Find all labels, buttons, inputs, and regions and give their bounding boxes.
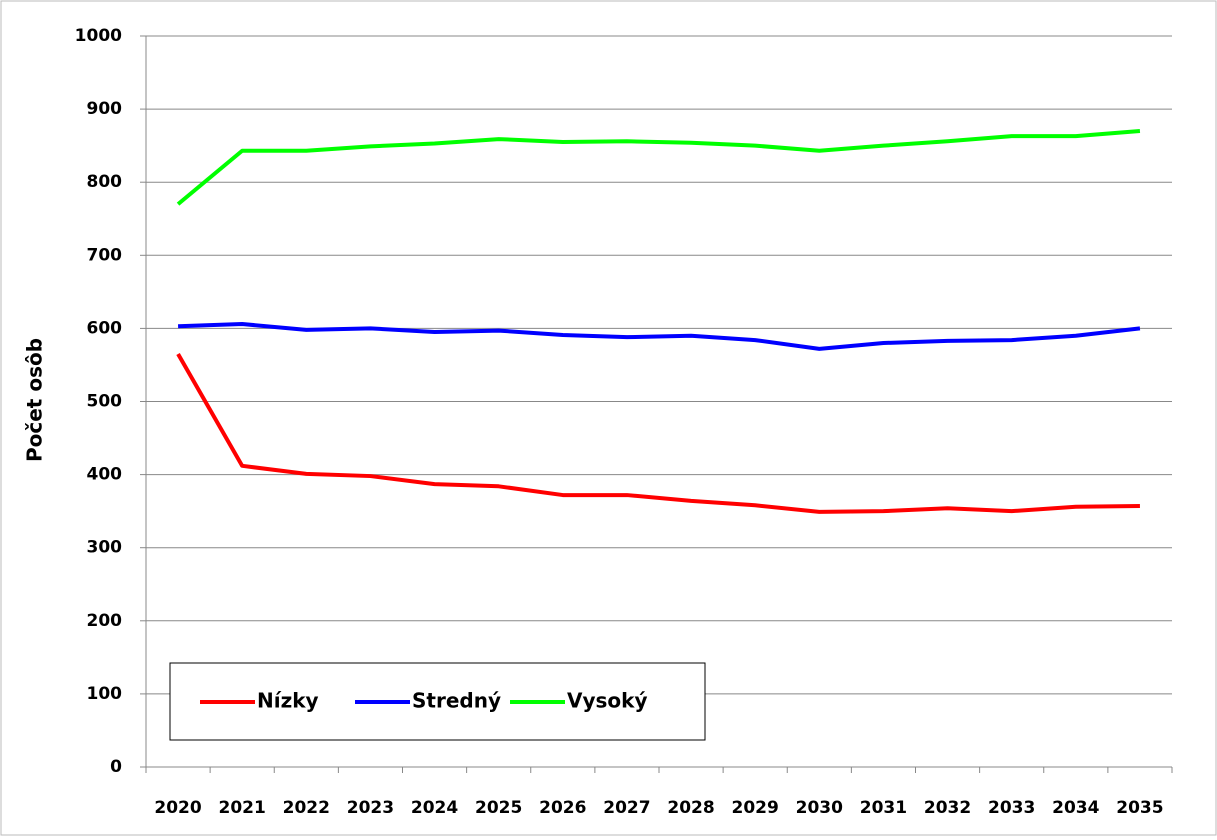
y-tick-label: 300 xyxy=(87,538,123,558)
y-tick-label: 900 xyxy=(87,99,123,119)
x-tick-label: 2026 xyxy=(539,798,586,818)
x-tick-label: 2033 xyxy=(988,798,1035,818)
legend-label: Stredný xyxy=(412,689,501,713)
x-tick-label: 2030 xyxy=(796,798,843,818)
x-tick-label: 2022 xyxy=(283,798,330,818)
line-series xyxy=(177,322,1141,351)
y-tick-label: 700 xyxy=(87,245,123,265)
y-tick-label: 800 xyxy=(87,172,123,192)
x-tick-label: 2032 xyxy=(924,798,971,818)
legend-label: Nízky xyxy=(257,689,319,713)
x-tick-label: 2028 xyxy=(667,798,714,818)
x-tick-label: 2020 xyxy=(154,798,201,818)
y-tick-label: 600 xyxy=(87,318,123,338)
y-tick-label: 200 xyxy=(87,611,123,631)
line-series xyxy=(176,352,1140,514)
x-tick-label: 2034 xyxy=(1052,798,1099,818)
line-series xyxy=(176,129,1141,206)
legend-label: Vysoký xyxy=(567,689,648,713)
y-tick-label: 500 xyxy=(87,392,123,412)
y-tick-label: 0 xyxy=(110,757,122,777)
x-tick-label: 2029 xyxy=(732,798,779,818)
x-tick-label: 2024 xyxy=(411,798,458,818)
x-tick-label: 2027 xyxy=(603,798,650,818)
y-axis-label: Počet osôb xyxy=(23,338,47,462)
y-tick-label: 100 xyxy=(87,684,123,704)
y-tick-label: 400 xyxy=(87,465,123,485)
y-tick-label: 1000 xyxy=(75,26,122,46)
legend-box xyxy=(169,662,706,741)
x-tick-label: 2023 xyxy=(347,798,394,818)
x-tick-label: 2035 xyxy=(1116,798,1163,818)
x-tick-label: 2025 xyxy=(475,798,522,818)
x-tick-label: 2021 xyxy=(219,798,266,818)
x-tick-label: 2031 xyxy=(860,798,907,818)
